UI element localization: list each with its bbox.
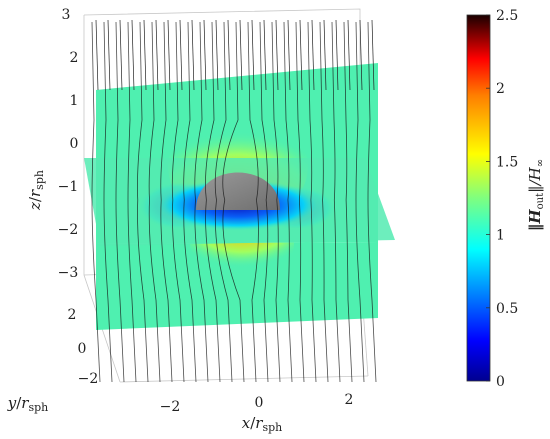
field-line-stem [263, 19, 267, 91]
field-line-stem [275, 19, 279, 91]
field-line-stem [191, 19, 195, 91]
field-line [171, 21, 185, 383]
field-line [194, 21, 209, 383]
z-tick-3: 3 [62, 7, 71, 23]
field-line [331, 21, 341, 383]
field-line-stem [179, 19, 183, 91]
y-tick-m2: −2 [78, 371, 99, 387]
x-axis: −2 0 2 x/rsph [160, 392, 354, 434]
z-tick-m2: −2 [58, 222, 79, 238]
colorbar-tick-label: 2 [496, 81, 505, 97]
field-line [295, 21, 305, 383]
plane-vertical-lower [96, 242, 378, 330]
field-line-stem [143, 19, 147, 91]
field-line [259, 21, 269, 383]
colorbar-label: ‖Hout‖/H∞ [526, 159, 546, 231]
field-line-stem [95, 19, 99, 91]
z-axis-label: z/rsph [26, 170, 46, 211]
z-tick-m3: −3 [58, 265, 79, 281]
field-line-stem [215, 19, 219, 91]
field-line-stem [107, 19, 111, 91]
z-tick-2: 2 [70, 50, 79, 66]
field-line [160, 21, 173, 383]
y-axis: 2 0 −2 y/rsph [7, 307, 99, 414]
y-tick-2: 2 [68, 307, 77, 323]
x-axis-label: x/rsph [242, 414, 282, 434]
field-line-stem [311, 19, 315, 91]
field-line [319, 21, 329, 383]
z-tick-m1: −1 [58, 179, 79, 195]
field-line [205, 21, 221, 383]
field-line-stem [347, 19, 351, 91]
field-line-stem [359, 19, 363, 91]
colorbar-gradient [466, 14, 491, 382]
sphere [196, 172, 280, 210]
field-line-stem [119, 19, 123, 91]
z-axis: 3 2 1 0 −1 −2 −3 z/rsph [26, 7, 78, 281]
field-line-stem [167, 19, 171, 91]
z-tick-1: 1 [70, 93, 79, 109]
x-tick-0: 0 [255, 395, 264, 411]
field-line-stem [239, 19, 243, 91]
field-line-stem [227, 19, 231, 91]
field-line [283, 21, 293, 383]
field-line [343, 21, 353, 383]
x-tick-m2: −2 [160, 399, 181, 415]
pole-hotspot-bottom [190, 242, 294, 284]
field-line [222, 21, 245, 383]
field-line [355, 21, 365, 383]
field-line [271, 21, 281, 383]
z-tick-0: 0 [70, 136, 79, 152]
colorbar: 2.5 2 1.5 1 0.5 0 ‖Hout‖/H∞ [466, 8, 546, 390]
colorbar-ticks: 2.5 2 1.5 1 0.5 0 [486, 8, 518, 390]
field-line [148, 21, 161, 383]
field-line [247, 21, 259, 383]
y-axis-label: y/rsph [7, 394, 49, 414]
field-line [183, 21, 197, 383]
colorbar-tick-label: 2.5 [496, 8, 518, 24]
field-line-stem [371, 19, 375, 91]
y-tick-0: 0 [78, 341, 87, 357]
field-line-stem [251, 19, 255, 91]
field-lines [91, 19, 377, 383]
field-line-stem [131, 19, 135, 91]
field-line [127, 21, 137, 383]
field-line [307, 21, 317, 383]
field-line-stem [335, 19, 339, 91]
field-line [115, 21, 125, 383]
field-line [137, 21, 149, 383]
field-line-stem [155, 19, 159, 91]
x-tick-2: 2 [345, 392, 354, 408]
colorbar-tick-label: 1 [496, 228, 505, 244]
colorbar-tick-label: 0.5 [496, 301, 518, 317]
field-line-stem [299, 19, 303, 91]
field-line-stem [323, 19, 327, 91]
field-line-stem [203, 19, 207, 91]
field-line-stem [287, 19, 291, 91]
colorbar-tick-label: 1.5 [496, 154, 518, 170]
field-line [103, 21, 113, 383]
colorbar-tick-label: 0 [496, 374, 505, 390]
field-line [367, 21, 377, 383]
field-line [214, 21, 233, 383]
field-line [91, 21, 101, 383]
